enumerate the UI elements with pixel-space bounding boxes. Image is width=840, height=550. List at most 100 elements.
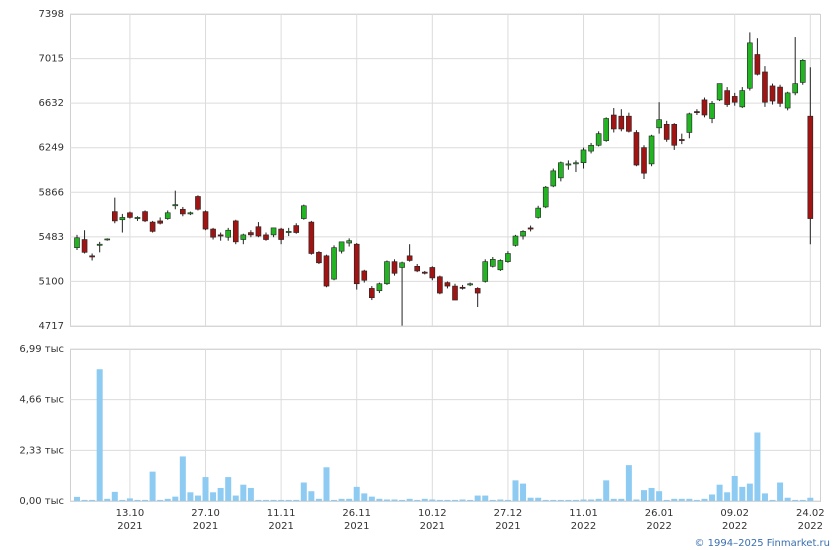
candle-body bbox=[278, 228, 284, 240]
volume-bar bbox=[278, 499, 285, 501]
volume-bar bbox=[542, 499, 549, 501]
candle-body bbox=[663, 124, 670, 140]
volume-bar bbox=[459, 499, 466, 501]
volume-bar bbox=[580, 499, 587, 501]
candle-body bbox=[769, 85, 776, 102]
candle-body bbox=[210, 228, 216, 238]
candle-body bbox=[293, 225, 300, 233]
volume-bar bbox=[709, 494, 716, 501]
volume-bar bbox=[512, 480, 519, 501]
volume-bar bbox=[353, 486, 360, 501]
candle-body bbox=[81, 239, 88, 253]
candle-body bbox=[429, 267, 436, 279]
candle-body bbox=[671, 124, 678, 146]
volume-bar bbox=[202, 477, 209, 501]
volume-bar bbox=[346, 498, 353, 501]
candle-body bbox=[512, 235, 519, 246]
candle-body bbox=[747, 42, 753, 89]
candle-body bbox=[187, 212, 194, 215]
volume-bar bbox=[308, 491, 315, 501]
volume-bar bbox=[746, 483, 753, 501]
x-tick-year: 2021 bbox=[420, 521, 445, 532]
copyright: © 1994–2025 Finmarket.ru bbox=[694, 538, 830, 549]
candle-body bbox=[248, 232, 254, 236]
candle-body bbox=[641, 147, 647, 174]
candle-body bbox=[792, 83, 799, 94]
volume-bar bbox=[74, 496, 80, 501]
candle-body bbox=[316, 252, 322, 264]
x-tick-label: 24.02 bbox=[796, 508, 825, 519]
volume-bar bbox=[232, 495, 239, 501]
price-frame bbox=[70, 14, 821, 327]
candle-body bbox=[149, 221, 156, 232]
x-tick-label: 10.12 bbox=[418, 508, 447, 519]
candle-body bbox=[542, 186, 549, 208]
candle-body bbox=[323, 255, 330, 287]
volume-bar bbox=[149, 471, 156, 501]
volume-bar bbox=[89, 499, 96, 501]
volume-bar bbox=[391, 499, 398, 501]
candle-body bbox=[762, 71, 768, 103]
volume-bar bbox=[761, 493, 768, 501]
volume-bar bbox=[716, 484, 723, 501]
candle-body bbox=[74, 237, 80, 248]
volume-bar bbox=[323, 467, 330, 501]
volume-bar bbox=[179, 456, 186, 501]
candle-body bbox=[399, 262, 405, 268]
candle-body bbox=[421, 271, 428, 274]
candle-body bbox=[195, 196, 201, 210]
candle-body bbox=[694, 111, 700, 113]
candle-body bbox=[172, 204, 179, 207]
candle-body bbox=[157, 220, 163, 224]
volume-bar bbox=[792, 499, 799, 501]
volume-bar bbox=[406, 498, 413, 501]
volume-bar bbox=[648, 487, 655, 501]
candle-body bbox=[119, 217, 126, 221]
volume-bar bbox=[119, 499, 126, 501]
candle-body bbox=[300, 205, 307, 219]
volume-bar bbox=[497, 499, 504, 501]
x-tick-year: 2022 bbox=[798, 521, 823, 532]
volume-bar bbox=[361, 493, 368, 501]
candle-body bbox=[482, 261, 489, 282]
volume-bar bbox=[399, 499, 406, 501]
candle-body bbox=[240, 234, 247, 240]
volume-bar bbox=[263, 499, 269, 501]
candle-body bbox=[497, 260, 504, 271]
volume-bar bbox=[489, 499, 496, 501]
candle-body bbox=[369, 288, 375, 299]
volume-bar bbox=[641, 490, 647, 501]
candle-body bbox=[648, 135, 655, 165]
volume-bar bbox=[315, 498, 322, 501]
x-tick-label: 26.11 bbox=[342, 508, 371, 519]
candle-body bbox=[777, 86, 783, 104]
volume-bar bbox=[293, 499, 300, 501]
volume-bar bbox=[111, 491, 118, 501]
volume-bar bbox=[603, 480, 610, 501]
volume-bar bbox=[663, 499, 670, 501]
volume-bar bbox=[194, 495, 201, 501]
candle-body bbox=[709, 103, 715, 119]
volume-bar bbox=[678, 498, 685, 501]
volume-bar bbox=[436, 499, 443, 501]
candle-body bbox=[656, 119, 662, 129]
volume-bar bbox=[588, 499, 595, 501]
volume-bar bbox=[693, 499, 700, 501]
candle-body bbox=[565, 163, 572, 166]
volume-bar bbox=[331, 499, 338, 501]
y-tick-label: 0,00 тыс bbox=[19, 496, 64, 507]
volume-bar bbox=[368, 496, 375, 501]
y-tick-label: 6,99 тыс bbox=[19, 344, 64, 355]
volume-bar bbox=[777, 482, 784, 501]
candle-body bbox=[308, 221, 315, 254]
x-tick-year: 2022 bbox=[646, 521, 671, 532]
candle-body bbox=[180, 208, 186, 215]
volume-bar bbox=[625, 465, 632, 501]
candle-body bbox=[588, 144, 594, 152]
candle-body bbox=[361, 270, 368, 281]
volume-bar bbox=[452, 499, 458, 501]
x-tick-year: 2021 bbox=[268, 521, 293, 532]
volume-bar bbox=[157, 499, 164, 501]
candle-body bbox=[263, 234, 269, 240]
x-tick-label: 13.10 bbox=[116, 508, 145, 519]
